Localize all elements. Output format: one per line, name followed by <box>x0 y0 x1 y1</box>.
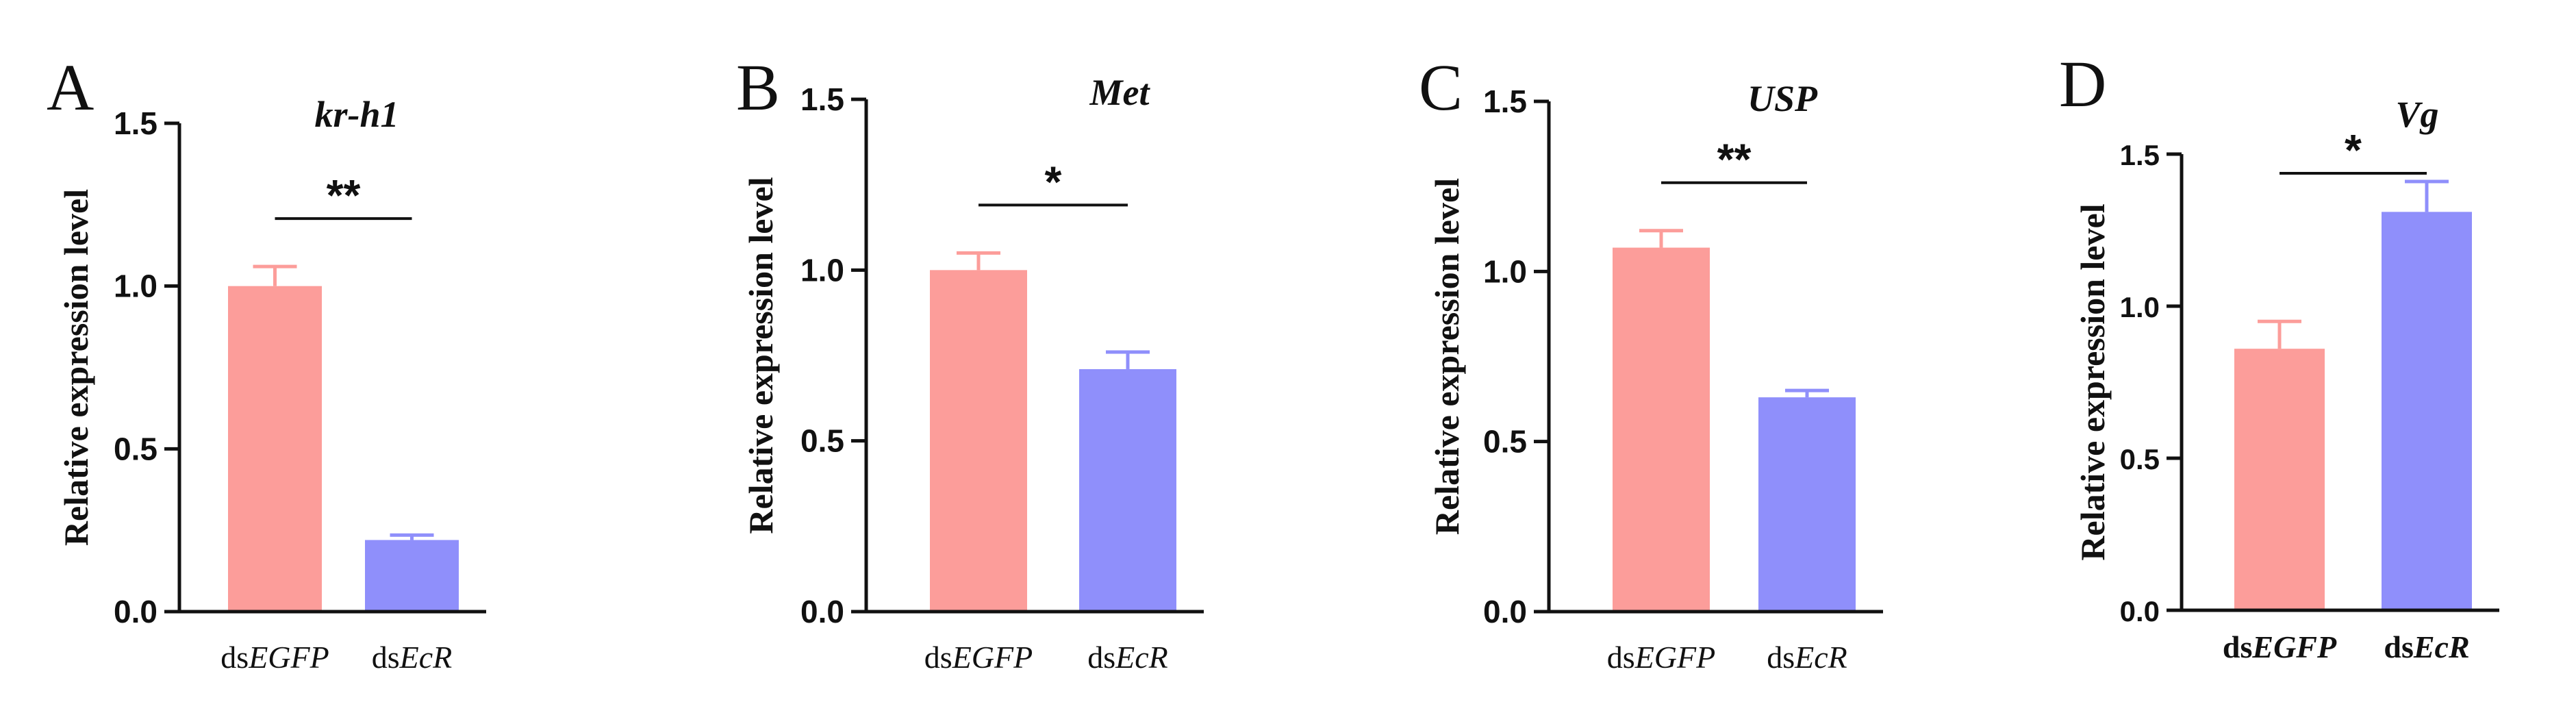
y-tick-label: 0.5 <box>800 423 844 459</box>
x-tick-name: EcR <box>1115 640 1168 675</box>
x-tick-name: EGFP <box>248 640 329 675</box>
chart-title: USP <box>1747 78 1818 119</box>
y-axis-label: Relative expression level <box>57 189 95 546</box>
y-tick-label: 1.0 <box>2120 291 2160 323</box>
bar-dsegfp <box>930 270 1027 612</box>
x-tick-label: dsEGFP <box>220 640 329 675</box>
y-axis-label: Relative expression level <box>742 177 780 534</box>
x-tick-label: dsEcR <box>2384 629 2469 664</box>
y-tick-label: 0.0 <box>2120 595 2160 627</box>
x-tick-name: EcR <box>1794 640 1847 675</box>
bar-dsecr <box>365 540 459 612</box>
x-tick-name: EGFP <box>1634 640 1716 675</box>
bar-dsegfp <box>1613 247 1710 612</box>
y-tick-label: 1.5 <box>800 82 844 117</box>
bar-dsegfp <box>2234 349 2325 610</box>
panel-letter: A <box>47 51 94 124</box>
x-tick-label: dsEcR <box>372 640 453 675</box>
x-tick-prefix: ds <box>1087 640 1115 675</box>
bar-dsecr <box>2382 212 2472 610</box>
x-tick-prefix: ds <box>1767 640 1795 675</box>
chart-title: Vg <box>2395 94 2438 135</box>
x-tick-prefix: ds <box>2223 629 2252 664</box>
y-tick-label: 0.5 <box>1483 424 1527 460</box>
x-tick-prefix: ds <box>220 640 249 675</box>
x-tick-label: dsEcR <box>1087 640 1168 675</box>
x-tick-prefix: ds <box>2384 629 2413 664</box>
bar-dsecr <box>1758 397 1856 612</box>
y-tick-label: 0.0 <box>800 594 844 629</box>
y-tick-label: 0.5 <box>2120 443 2160 475</box>
x-tick-name: EGFP <box>2251 629 2337 664</box>
y-tick-label: 1.5 <box>2120 139 2160 171</box>
bar-dsecr <box>1079 368 1176 612</box>
y-tick-label: 1.0 <box>800 252 844 288</box>
x-tick-label: dsEGFP <box>924 640 1033 675</box>
chart-title: kr-h1 <box>314 94 399 135</box>
x-tick-name: EGFP <box>952 640 1033 675</box>
y-axis-label: Relative expression level <box>2073 203 2112 560</box>
significance-marker: * <box>1045 157 1062 206</box>
x-tick-prefix: ds <box>372 640 400 675</box>
x-tick-name: EcR <box>399 640 453 675</box>
x-tick-prefix: ds <box>1607 640 1635 675</box>
x-tick-label: dsEGFP <box>2223 629 2337 664</box>
bar-dsegfp <box>228 286 322 612</box>
x-tick-name: EcR <box>2413 629 2470 664</box>
panel-letter: C <box>1419 51 1463 124</box>
significance-marker: * <box>2345 125 2362 175</box>
y-tick-label: 1.0 <box>1483 253 1527 289</box>
x-tick-label: dsEcR <box>1767 640 1847 675</box>
y-tick-label: 1.0 <box>114 268 157 304</box>
y-tick-label: 0.5 <box>114 431 157 466</box>
x-tick-label: dsEGFP <box>1607 640 1715 675</box>
y-tick-label: 1.5 <box>1483 84 1527 119</box>
y-tick-label: 1.5 <box>114 105 157 141</box>
panel-letter: D <box>2059 47 2106 121</box>
y-tick-label: 0.0 <box>114 594 157 629</box>
chart-title: Met <box>1089 72 1151 113</box>
y-axis-label: Relative expression level <box>1428 178 1466 535</box>
panel-letter: B <box>736 51 780 124</box>
significance-marker: ** <box>1717 135 1752 184</box>
significance-marker: ** <box>327 171 361 220</box>
y-tick-label: 0.0 <box>1483 594 1527 629</box>
x-tick-prefix: ds <box>924 640 952 675</box>
